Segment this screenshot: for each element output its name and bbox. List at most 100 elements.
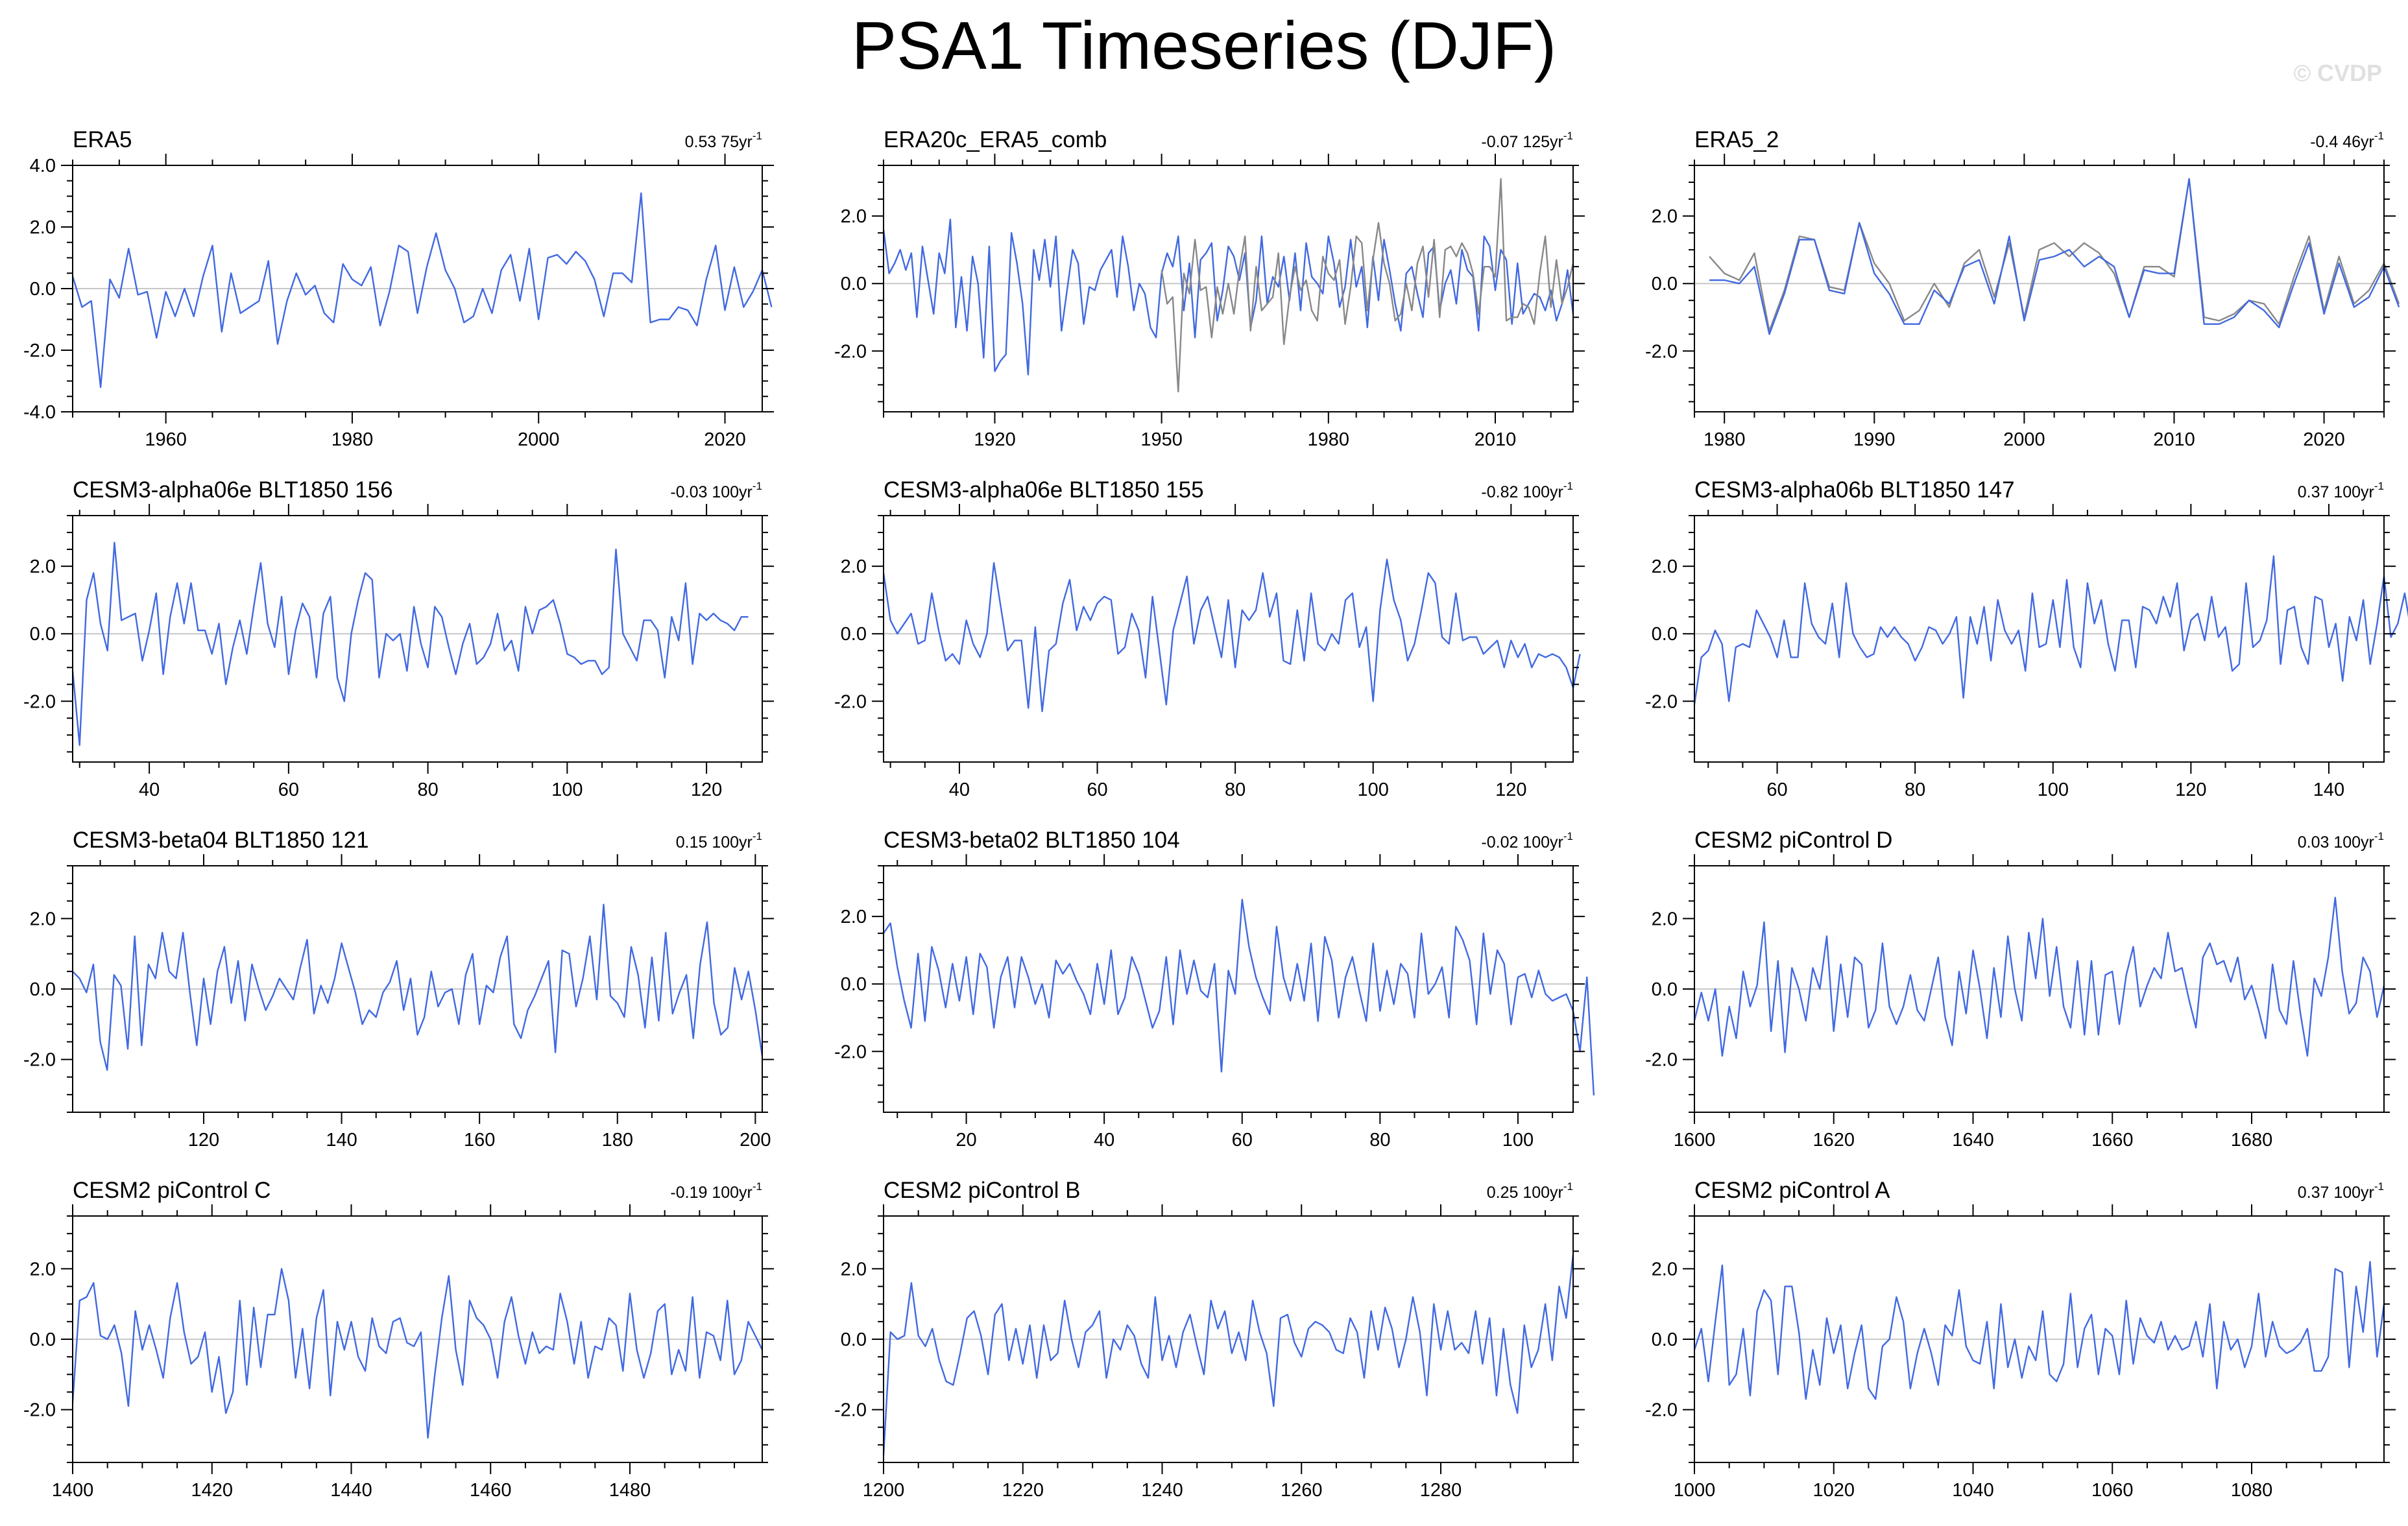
y-tick-label: 0.0: [30, 979, 56, 1000]
y-tick-label: 0.0: [30, 279, 56, 300]
series-line-1: [1693, 896, 2385, 1057]
y-tick-label: 4.0: [30, 156, 56, 176]
y-tick-label: 0.0: [30, 624, 56, 645]
x-tick-label: 1440: [330, 1480, 372, 1501]
x-tick-label: 1620: [1812, 1130, 1855, 1150]
y-tick-label: 0.0: [841, 974, 867, 995]
series-line-1: [71, 1268, 764, 1439]
x-tick-label: 200: [740, 1130, 771, 1150]
chart-panel-2: ERA20c_ERA5_comb -0.07 125yr-1 1920 1950 198…: [834, 127, 1585, 450]
x-tick-label: 80: [1225, 780, 1246, 800]
trend-label: 0.03 100yr-1: [2298, 830, 2384, 852]
panel-title: CESM2 piControl C: [73, 1178, 271, 1203]
chart-panel-7: CESM3-beta04 BLT1850 121 0.15 100yr-1 120 1…: [23, 828, 774, 1150]
chart-panel-10: CESM2 piControl C -0.19 100yr-1 1400 1420 14…: [23, 1178, 774, 1501]
x-tick-label: 1000: [1674, 1480, 1716, 1501]
x-tick-label: 1020: [1812, 1480, 1855, 1501]
y-tick-label: 2.0: [1652, 1259, 1678, 1280]
panel-title: CESM3-beta02 BLT1850 104: [884, 828, 1180, 853]
y-tick-label: -2.0: [23, 691, 56, 712]
x-tick-label: 1040: [1952, 1480, 1994, 1501]
trend-label: 0.53 75yr-1: [685, 130, 762, 151]
panel-title: ERA5: [73, 127, 132, 152]
plot-frame: [883, 515, 1574, 763]
x-tick-label: 40: [139, 780, 160, 800]
trend-label: -0.02 100yr-1: [1481, 830, 1573, 852]
panel-title: CESM3-alpha06e BLT1850 156: [73, 477, 393, 503]
watermark: © CVDP: [2293, 60, 2382, 86]
y-tick-label: 2.0: [30, 909, 56, 929]
x-tick-label: 1980: [1704, 429, 1746, 450]
y-tick-label: 2.0: [841, 556, 867, 577]
x-tick-label: 1960: [145, 429, 187, 450]
y-tick-label: -2.0: [23, 1400, 56, 1421]
chart-panel-1: ERA5 0.53 75yr-1 1960 1980 2000 2020 -4.0 -2.0 0…: [23, 127, 774, 450]
x-tick-label: 60: [1766, 780, 1787, 800]
series-line-1: [882, 1254, 1574, 1456]
series-line-2: [1161, 178, 1574, 392]
y-tick-label: -2.0: [1645, 1050, 1678, 1071]
y-tick-label: -2.0: [1645, 341, 1678, 362]
plot-frame: [883, 165, 1574, 412]
y-tick-label: 0.0: [841, 1329, 867, 1350]
y-tick-label: 2.0: [30, 217, 56, 238]
x-tick-label: 1680: [2231, 1130, 2273, 1150]
y-tick-label: -2.0: [834, 1400, 867, 1421]
x-tick-label: 2020: [2303, 429, 2345, 450]
y-tick-label: 2.0: [1652, 556, 1678, 577]
panel-title: ERA5_2: [1694, 127, 1779, 152]
series-line-1: [1709, 178, 2400, 332]
x-tick-label: 40: [1094, 1130, 1114, 1150]
x-tick-label: 20: [956, 1130, 976, 1150]
trend-label: -0.19 100yr-1: [670, 1180, 762, 1202]
x-tick-label: 100: [1358, 780, 1389, 800]
panel-title: ERA20c_ERA5_comb: [884, 127, 1107, 152]
y-tick-label: 2.0: [841, 206, 867, 227]
plot-frame: [883, 865, 1574, 1113]
series-line-1: [72, 903, 764, 1071]
y-tick-label: -2.0: [1645, 691, 1678, 712]
chart-panel-11: CESM2 piControl B 0.25 100yr-1 1200 1220 124…: [834, 1178, 1585, 1501]
x-tick-label: 120: [2175, 780, 2206, 800]
x-tick-label: 60: [1232, 1130, 1253, 1150]
x-tick-label: 1480: [609, 1480, 651, 1501]
chart-panel-5: CESM3-alpha06e BLT1850 155 -0.82 100yr-1 4…: [834, 477, 1585, 800]
trend-label: -0.82 100yr-1: [1481, 480, 1573, 501]
panel-title: CESM3-alpha06e BLT1850 155: [884, 477, 1204, 503]
y-tick-label: -2.0: [834, 691, 867, 712]
x-tick-label: 140: [2313, 780, 2344, 800]
trend-label: 0.25 100yr-1: [1487, 1180, 1573, 1202]
trend-label: 0.37 100yr-1: [2298, 480, 2384, 501]
y-tick-label: 0.0: [1652, 274, 1678, 294]
y-tick-label: 2.0: [841, 907, 867, 927]
x-tick-label: 120: [1495, 780, 1526, 800]
y-tick-label: -2.0: [834, 1042, 867, 1062]
panel-title: CESM2 piControl B: [884, 1178, 1080, 1203]
x-tick-label: 2000: [518, 429, 560, 450]
x-tick-label: 80: [1369, 1130, 1390, 1150]
series-line-1: [883, 898, 1595, 1096]
plot-frame: [72, 515, 763, 763]
chart-panel-8: CESM3-beta02 BLT1850 104 -0.02 100yr-1 20 4…: [834, 828, 1595, 1150]
x-tick-label: 1990: [1853, 429, 1896, 450]
x-tick-label: 100: [1502, 1130, 1534, 1150]
series-line-1: [71, 192, 773, 388]
x-tick-label: 60: [1087, 780, 1107, 800]
x-tick-label: 100: [2038, 780, 2069, 800]
x-tick-label: 2010: [2153, 429, 2195, 450]
y-tick-label: 2.0: [1652, 206, 1678, 227]
x-tick-label: 160: [464, 1130, 495, 1150]
x-tick-label: 1980: [331, 429, 374, 450]
x-tick-label: 1060: [2091, 1480, 2134, 1501]
y-tick-label: 2.0: [30, 556, 56, 577]
trend-label: -0.4 46yr-1: [2310, 130, 2384, 151]
x-tick-label: 100: [551, 780, 583, 800]
x-tick-label: 140: [326, 1130, 357, 1150]
x-tick-label: 1240: [1141, 1480, 1183, 1501]
series-line-1: [882, 558, 1581, 713]
y-tick-label: 0.0: [1652, 1329, 1678, 1350]
x-tick-label: 180: [602, 1130, 633, 1150]
series-line-1: [882, 219, 1574, 376]
x-tick-label: 60: [278, 780, 299, 800]
y-tick-label: 0.0: [841, 274, 867, 294]
